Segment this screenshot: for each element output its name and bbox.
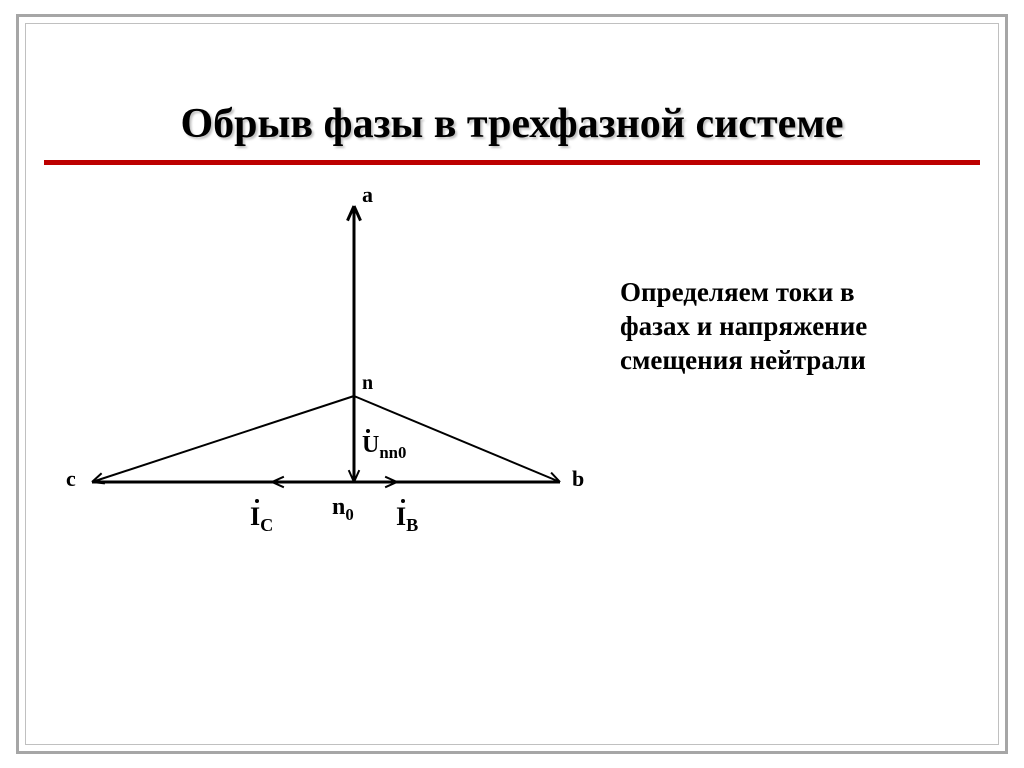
diagram-label-c: c bbox=[66, 466, 76, 492]
diagram-label-IC-dot bbox=[255, 499, 259, 503]
diagram-svg bbox=[62, 176, 592, 576]
vector-diagram: a b c n n0 Unn0 IC IB bbox=[62, 176, 592, 576]
diagram-label-n0: n0 bbox=[332, 494, 354, 525]
diagram-label-b: b bbox=[572, 466, 584, 492]
diagram-label-n: n bbox=[362, 372, 373, 395]
slide-title: Обрыв фазы в трехфазной системе bbox=[0, 100, 1024, 148]
diagram-label-IC: IC bbox=[250, 502, 273, 536]
diagram-label-IB-dot bbox=[401, 499, 405, 503]
diagram-label-IB: IB bbox=[396, 502, 418, 536]
caption-text: Определяем токи вфазах и напряжениесмеще… bbox=[620, 276, 980, 377]
title-underline bbox=[44, 160, 980, 165]
diagram-label-a: a bbox=[362, 182, 373, 208]
diagram-label-Unn0: Unn0 bbox=[362, 432, 406, 463]
